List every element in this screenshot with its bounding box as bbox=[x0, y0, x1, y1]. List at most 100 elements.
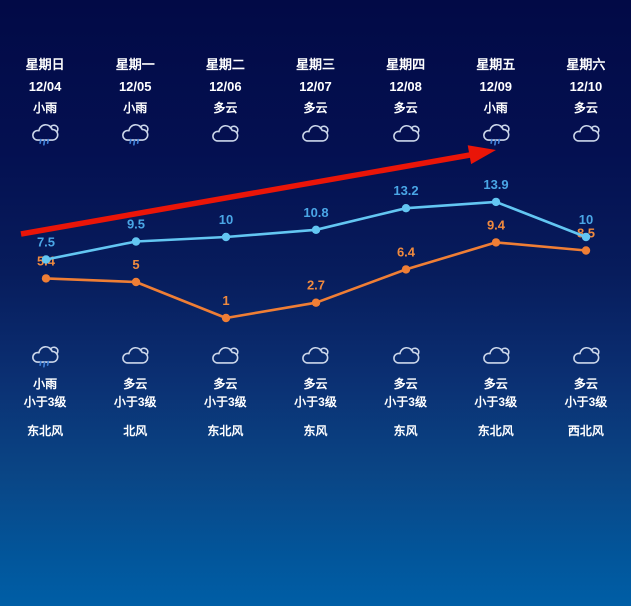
wind-level: 小于3级 bbox=[204, 395, 247, 409]
night-column-4[interactable]: 多云 小于3级 东风 bbox=[361, 340, 451, 439]
day-name: 星期二 bbox=[205, 57, 245, 72]
night-condition: 多云 bbox=[213, 377, 238, 391]
night-column-0[interactable]: 小雨 小于3级 东北风 bbox=[0, 340, 90, 439]
day-column-1[interactable]: 星期一 12/05 小雨 bbox=[90, 54, 180, 149]
trend-arrow-icon bbox=[20, 145, 496, 237]
cloudy-icon bbox=[541, 341, 631, 371]
forecast-header-row: 星期日 12/04 小雨 星期一 12/05 小雨 星期二 12/06 多云 星… bbox=[0, 54, 631, 149]
day-date: 12/06 bbox=[209, 79, 242, 94]
cloudy-icon bbox=[270, 341, 360, 371]
cloudy-icon bbox=[361, 341, 451, 371]
rain-icon bbox=[451, 119, 541, 149]
high-temp-value-label: 7.5 bbox=[37, 235, 55, 250]
wind-level: 小于3级 bbox=[113, 395, 157, 409]
cloudy-icon bbox=[270, 119, 360, 149]
wind-direction: 北风 bbox=[123, 424, 148, 438]
wind-direction: 东风 bbox=[393, 424, 418, 438]
high-temp-point[interactable] bbox=[131, 237, 141, 246]
high-temp-value-label: 13.9 bbox=[483, 177, 508, 192]
high-temp-value-label: 13.2 bbox=[393, 183, 418, 198]
day-condition: 小雨 bbox=[483, 101, 508, 115]
wind-level: 小于3级 bbox=[384, 395, 427, 409]
low-temp-value-label: 5 bbox=[132, 257, 139, 272]
rain-icon bbox=[0, 341, 90, 371]
rain-icon bbox=[0, 119, 90, 149]
night-condition: 小雨 bbox=[33, 377, 58, 391]
day-date: 12/09 bbox=[479, 79, 513, 94]
night-condition: 多云 bbox=[573, 377, 598, 391]
night-condition: 多云 bbox=[483, 377, 508, 391]
wind-level: 小于3级 bbox=[564, 395, 608, 409]
day-column-3[interactable]: 星期三 12/07 多云 bbox=[270, 54, 360, 149]
night-column-3[interactable]: 多云 小于3级 东风 bbox=[270, 340, 360, 439]
day-column-2[interactable]: 星期二 12/06 多云 bbox=[180, 54, 270, 149]
high-temp-point[interactable] bbox=[581, 232, 591, 242]
day-date: 12/08 bbox=[389, 79, 422, 94]
low-temp-point[interactable] bbox=[491, 238, 501, 247]
wind-direction: 东北风 bbox=[207, 424, 244, 438]
day-date: 12/07 bbox=[299, 79, 332, 94]
high-temp-value-label: 10 bbox=[219, 212, 233, 227]
wind-direction: 西北风 bbox=[567, 424, 604, 438]
high-temp-point[interactable] bbox=[401, 204, 411, 213]
day-name: 星期六 bbox=[566, 57, 606, 72]
high-temp-value-label: 10.8 bbox=[303, 205, 328, 220]
day-condition: 小雨 bbox=[33, 101, 58, 115]
day-name: 星期五 bbox=[476, 57, 516, 72]
low-temp-point[interactable] bbox=[311, 298, 321, 307]
day-condition: 多云 bbox=[393, 101, 418, 115]
cloudy-icon bbox=[361, 119, 451, 149]
day-date: 12/10 bbox=[569, 79, 603, 94]
cloudy-icon bbox=[180, 119, 270, 149]
low-temp-value-label: 6.4 bbox=[397, 244, 416, 259]
day-name: 星期三 bbox=[295, 57, 335, 72]
low-temp-value-label: 1 bbox=[222, 293, 229, 308]
night-condition: 多云 bbox=[303, 377, 328, 391]
high-temp-value-label: 9.5 bbox=[127, 217, 145, 232]
wind-level: 小于3级 bbox=[23, 395, 67, 409]
night-column-1[interactable]: 多云 小于3级 北风 bbox=[90, 340, 180, 439]
day-condition: 小雨 bbox=[123, 101, 148, 115]
low-temp-point[interactable] bbox=[401, 265, 411, 274]
wind-direction: 东风 bbox=[303, 424, 328, 438]
day-column-6[interactable]: 星期六 12/10 多云 bbox=[541, 54, 631, 149]
wind-direction: 东北风 bbox=[27, 424, 64, 438]
rain-icon bbox=[90, 119, 180, 149]
day-column-0[interactable]: 星期日 12/04 小雨 bbox=[0, 54, 90, 149]
night-column-5[interactable]: 多云 小于3级 东北风 bbox=[451, 340, 541, 439]
day-condition: 多云 bbox=[303, 101, 328, 115]
wind-level: 小于3级 bbox=[474, 395, 518, 409]
low-temp-point[interactable] bbox=[221, 313, 231, 323]
day-name: 星期一 bbox=[115, 57, 155, 72]
day-column-4[interactable]: 星期四 12/08 多云 bbox=[361, 54, 451, 149]
forecast-footer-row: 小雨 小于3级 东北风 多云 小于3级 北风 多云 小于3级 东北风 多云 小于… bbox=[0, 340, 631, 439]
cloudy-icon bbox=[180, 341, 270, 371]
day-column-5[interactable]: 星期五 12/09 小雨 bbox=[451, 54, 541, 149]
low-temp-value-label: 2.7 bbox=[307, 278, 325, 293]
day-date: 12/04 bbox=[28, 79, 62, 94]
wind-direction: 东北风 bbox=[477, 424, 514, 438]
low-temp-value-label: 9.4 bbox=[487, 217, 506, 232]
low-temp-point[interactable] bbox=[41, 274, 51, 283]
cloudy-icon bbox=[541, 119, 631, 149]
wind-level: 小于3级 bbox=[294, 395, 337, 409]
day-condition: 多云 bbox=[213, 101, 238, 115]
high-temp-point[interactable] bbox=[221, 232, 231, 242]
high-temp-point[interactable] bbox=[491, 197, 501, 207]
night-condition: 多云 bbox=[393, 377, 418, 391]
day-name: 星期四 bbox=[386, 57, 426, 72]
low-temp-point[interactable] bbox=[581, 246, 591, 255]
day-date: 12/05 bbox=[118, 79, 152, 94]
night-column-2[interactable]: 多云 小于3级 东北风 bbox=[180, 340, 270, 439]
cloudy-icon bbox=[90, 341, 180, 371]
high-temp-point[interactable] bbox=[311, 225, 321, 234]
day-condition: 多云 bbox=[573, 101, 598, 115]
high-temp-point[interactable] bbox=[41, 255, 51, 264]
night-column-6[interactable]: 多云 小于3级 西北风 bbox=[541, 340, 631, 439]
high-temp-value-label: 10 bbox=[579, 212, 593, 227]
day-name: 星期日 bbox=[25, 57, 65, 72]
cloudy-icon bbox=[451, 341, 541, 371]
low-temp-point[interactable] bbox=[131, 277, 141, 287]
